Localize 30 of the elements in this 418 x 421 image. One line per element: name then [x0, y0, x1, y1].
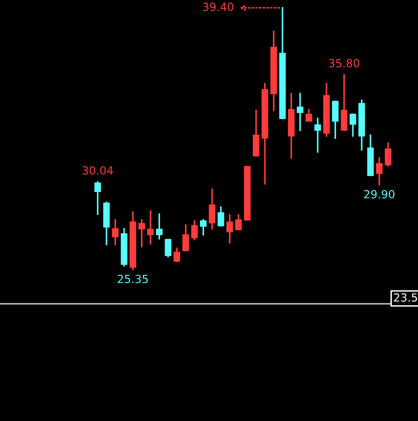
text: 23.5: [394, 293, 418, 302]
candlestick: [182, 224, 189, 252]
candlestick: [306, 108, 312, 122]
candlestick: [226, 214, 233, 244]
candlestick: [120, 228, 128, 266]
candlestick: [288, 92, 295, 159]
candlestick: [191, 220, 198, 240]
candlestick: [218, 206, 224, 226]
candlestick: [296, 92, 304, 131]
candlestick: [147, 210, 154, 244]
candlestick: [156, 213, 163, 240]
annotation: 29.90: [364, 190, 394, 198]
candlestick: [376, 157, 383, 186]
candlestick: [332, 100, 339, 139]
candlestick: [112, 219, 119, 246]
annotation: 25.35: [118, 274, 148, 284]
candlestick: [103, 202, 110, 246]
candlestick: [323, 82, 330, 137]
candlestick: [384, 142, 392, 167]
candlestick: [270, 30, 277, 112]
candlestick: [235, 214, 242, 230]
candlestick: [358, 100, 365, 151]
candlestick: [208, 188, 216, 230]
candlestick: [130, 211, 136, 270]
annotation: 39.40: [203, 2, 234, 12]
annotation: 30.04: [82, 166, 113, 175]
candlestick: [314, 118, 321, 153]
annotation: 35.80: [329, 59, 360, 68]
candlestick: [262, 82, 268, 185]
candlestick: [94, 181, 101, 215]
